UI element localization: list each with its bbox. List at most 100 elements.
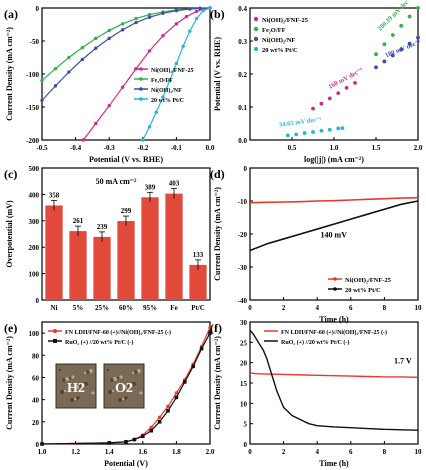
y-axis-label: Current Density (mA cm⁻²) [213,336,222,430]
y-tick-label: -40 [238,297,248,305]
series-line [41,7,211,101]
data-point [199,346,204,351]
bar [189,264,207,300]
data-point [311,130,315,134]
data-point [147,12,152,17]
data-point [174,61,179,66]
photo-texture [129,383,133,387]
photo-texture [123,385,127,389]
y-tick-label: 200 [29,244,40,252]
data-point [141,138,145,142]
y-tick-label: 0 [36,5,40,13]
y-tick-label: 0.0 [238,137,247,145]
bar-value-label: 133 [193,251,204,259]
photo-texture [89,369,93,373]
data-point [201,8,205,13]
x-tick-label: 2.0 [206,448,215,456]
legend-label: Ni(OH)₂/NF [151,87,182,94]
panel-label: (b) [210,7,225,21]
y-tick-label: 5 [244,421,248,429]
y-tick-label: 40 [32,397,40,405]
data-point [94,36,98,41]
photo-texture [60,390,64,394]
data-point [181,44,185,48]
photo-texture [84,382,88,386]
y-axis-label: Current Density (mA cm⁻²) [213,187,222,281]
bar [165,193,183,300]
x-tick-label: 2.0 [414,144,423,152]
data-point [353,81,357,85]
data-point [319,128,324,133]
y-tick-label: 60 [32,374,40,382]
legend-marker [253,36,259,42]
y-tick-label: 20 [240,360,248,368]
panel-label: (c) [4,167,17,181]
data-point [157,415,162,420]
x-tick-label: 4 [315,304,319,312]
y-tick-label: 300 [29,218,40,226]
data-point [294,132,299,137]
voltage-annotation: 1.7 V [394,356,412,365]
photo-texture [83,371,87,375]
bar-value-label: 389 [145,183,156,191]
photo-texture [116,376,120,380]
data-point [167,78,172,83]
panel-c: (c) Overpotential (mV) 0 100 200 300 400 500 358… [4,165,211,312]
legend-label: RuO₂ (+) //20 wt% Pt/C (-) [65,339,133,346]
data-point [40,442,44,446]
panel-label: (f) [210,321,222,335]
data-point [161,11,165,15]
data-point [174,8,179,13]
bar-value-label: 261 [73,217,84,225]
photo-texture [121,397,125,401]
photo-label: O2 [115,381,133,396]
y-tick-label: 500 [29,165,40,173]
x-tick-label: 1.8 [172,448,181,456]
category-label: 5% [73,304,84,312]
data-point [147,49,152,53]
data-point [174,395,179,400]
panel-b: (b) Potential (V vs. RHE) log(|j|) (mA cm⁻… [210,0,423,164]
data-point [327,96,332,101]
y-tick-label: 0.4 [238,5,247,13]
category-label: 95% [143,304,157,312]
data-point [194,16,199,21]
y-axis-label: Current Density (mA cm⁻²) [5,27,14,121]
data-point [174,22,179,26]
legend-label: Fe₂O/FF [262,27,286,34]
data-point [53,67,58,71]
x-tick-label: -0.1 [171,144,183,152]
data-point [94,121,98,126]
data-point [120,28,125,32]
x-tick-label: 1.4 [105,448,114,456]
legend-marker [139,87,143,91]
data-point [340,126,345,131]
x-tick-label: 1.5 [372,144,381,152]
photo-texture [68,376,72,380]
data-point [382,42,387,47]
legend-marker [333,287,337,291]
photo-texture [71,375,75,379]
series-line [249,200,419,252]
category-label: Pt/C [191,304,205,312]
y-axis-label: Overpotential (mV) [5,200,14,268]
x-tick-label: 0 [248,448,252,456]
data-point [94,46,98,50]
data-point [81,138,86,142]
series-line [249,372,419,379]
x-tick-label: 0.0 [206,144,215,152]
photo-texture [91,391,95,395]
data-point [134,16,138,21]
data-point [374,52,378,57]
data-point [407,14,412,19]
data-point [184,14,189,19]
legend-label: FN LDH/FNF-60 (+)//Ni(OH)₂/FNF-25 (-) [65,329,171,336]
category-label: Fe [170,304,177,312]
legend-marker [253,16,259,22]
bar-value-label: 358 [49,191,60,199]
y-tick-label: -10 [238,198,248,206]
y-tick-label: -100 [26,71,39,79]
data-point [382,59,387,64]
data-point [80,45,85,50]
